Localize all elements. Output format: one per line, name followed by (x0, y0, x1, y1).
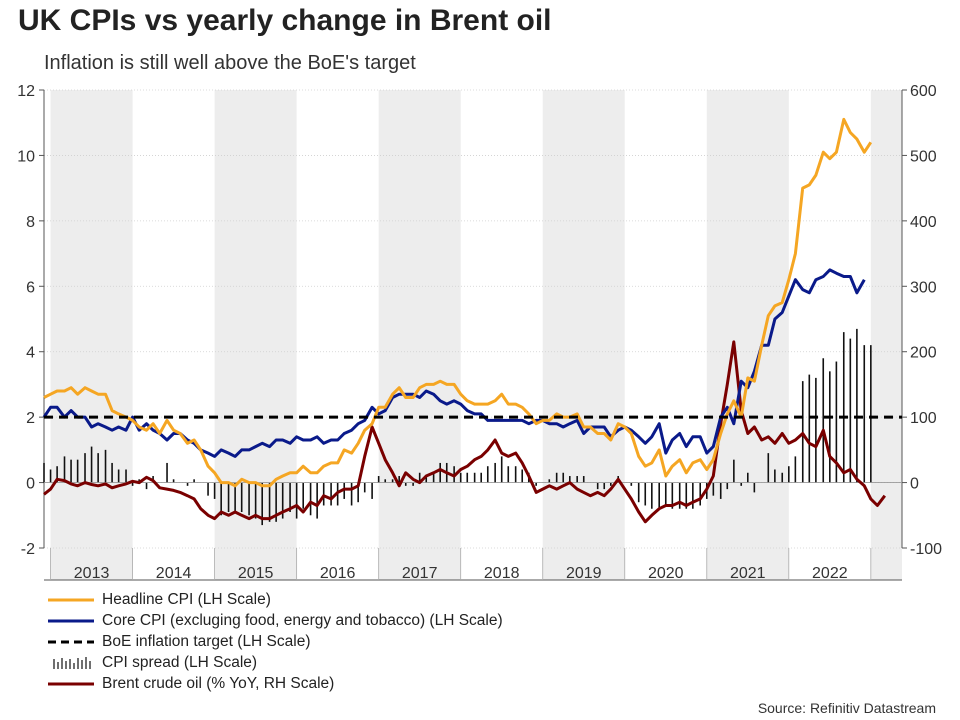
right-tick-label: 0 (910, 476, 919, 493)
headline-cpi-line (43, 117, 873, 488)
year-band-2017 (378, 90, 461, 580)
legend-label-spread: CPI spread (LH Scale) (102, 653, 258, 671)
right-tick-label: 400 (910, 214, 937, 231)
x-tick-label: 2016 (320, 565, 356, 582)
left-tick-label: 4 (26, 345, 35, 362)
left-tick-label: 10 (17, 148, 35, 165)
legend-swatch-brent (46, 677, 96, 691)
legend-item-headline: Headline CPI (LH Scale) (46, 589, 503, 610)
legend-item-target: BoE inflation target (LH Scale) (46, 631, 503, 652)
left-tick-label: 6 (26, 279, 35, 296)
year-band-2023 (870, 90, 902, 580)
legend-label-headline: Headline CPI (LH Scale) (102, 590, 271, 608)
brent-line (43, 340, 886, 524)
year-bands (50, 90, 902, 580)
legend-swatch-spread (46, 656, 96, 670)
legend-swatch-headline (46, 593, 96, 607)
legend-label-core: Core CPI (excluging food, energy and tob… (102, 611, 503, 629)
x-tick-label: 2019 (566, 565, 602, 582)
left-tick-label: 8 (26, 214, 35, 231)
right-tick-label: 300 (910, 279, 937, 296)
year-band-2019 (542, 90, 625, 580)
legend: Headline CPI (LH Scale) Core CPI (exclug… (46, 589, 503, 694)
legend-swatch-target (46, 635, 96, 649)
right-tick-label: 100 (910, 410, 937, 427)
legend-item-spread: CPI spread (LH Scale) (46, 652, 503, 673)
legend-label-brent: Brent crude oil (% YoY, RH Scale) (102, 674, 335, 692)
x-tick-label: 2013 (74, 565, 110, 582)
chart-subtitle: Inflation is still well above the BoE's … (44, 52, 416, 74)
x-tick-label: 2014 (156, 565, 192, 582)
x-tick-label: 2021 (730, 565, 766, 582)
legend-label-target: BoE inflation target (LH Scale) (102, 632, 311, 650)
left-tick-label: 0 (26, 476, 35, 493)
x-tick-label: 2015 (238, 565, 274, 582)
left-tick-label: -2 (21, 541, 35, 558)
legend-item-brent: Brent crude oil (% YoY, RH Scale) (46, 673, 503, 694)
source-note: Source: Refinitiv Datastream (757, 700, 936, 716)
year-band-2013 (50, 90, 133, 580)
x-tick-label: 2020 (648, 565, 684, 582)
left-tick-label: 12 (17, 83, 35, 100)
x-tick-label: 2018 (484, 565, 520, 582)
right-tick-label: 600 (910, 83, 937, 100)
right-tick-label: 200 (910, 345, 937, 362)
right-tick-labels: -100 0 100 200 300 400 500 600 (902, 83, 942, 558)
year-band-2021 (706, 90, 789, 580)
legend-swatch-core (46, 614, 96, 628)
right-tick-label: 500 (910, 148, 937, 165)
x-tick-label: 2017 (402, 565, 438, 582)
left-tick-labels: -2 0 2 4 6 8 10 12 (17, 83, 44, 558)
legend-item-core: Core CPI (excluging food, energy and tob… (46, 610, 503, 631)
x-tick-labels: 2013 2014 2015 2016 2017 2018 2019 2020 2021 2022 (50, 548, 872, 582)
chart-title: UK CPIs vs yearly change in Brent oil (18, 4, 552, 37)
left-tick-label: 2 (26, 410, 35, 427)
right-tick-label: -100 (910, 541, 942, 558)
x-tick-label: 2022 (812, 565, 848, 582)
